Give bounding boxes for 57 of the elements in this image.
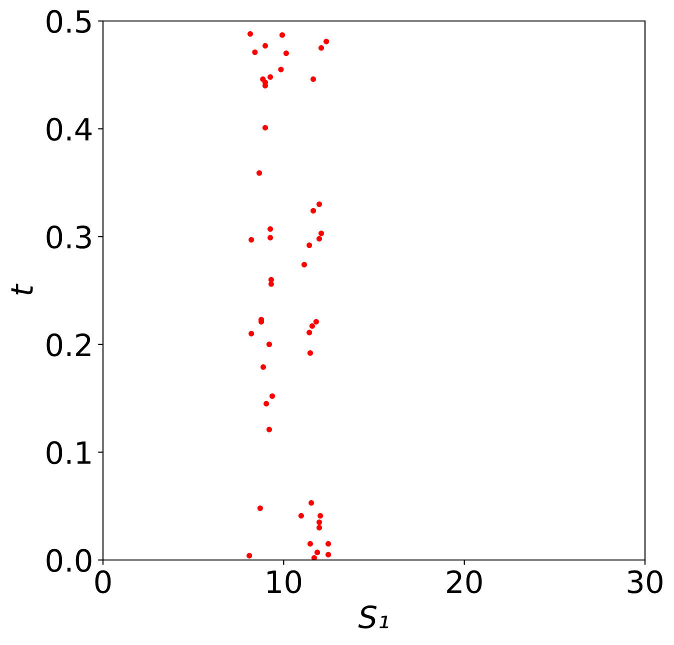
point [266, 342, 272, 348]
point [264, 400, 270, 406]
point [252, 49, 258, 56]
point [316, 519, 322, 526]
point [316, 236, 322, 242]
point [307, 541, 314, 547]
x-tick-label: 10 [268, 570, 302, 594]
point [326, 552, 332, 558]
point [311, 555, 317, 560]
point [306, 242, 312, 248]
point [309, 323, 315, 329]
point [268, 234, 274, 240]
x-axis-title: S₁ [358, 605, 388, 628]
point [314, 550, 320, 556]
point [246, 552, 252, 558]
point [266, 426, 272, 432]
point [310, 208, 316, 214]
point [248, 237, 254, 243]
point [316, 524, 322, 530]
point [256, 170, 262, 176]
point [278, 66, 284, 72]
point [318, 230, 324, 236]
point [262, 124, 268, 130]
point [270, 393, 276, 399]
x-tick-label: 30 [628, 570, 662, 594]
point [310, 76, 316, 82]
point [307, 350, 314, 356]
y-tick-label: 0.3 [46, 226, 91, 249]
point [324, 38, 330, 44]
point [257, 505, 263, 512]
x-tick-label: 20 [447, 570, 482, 594]
y-tick-label: 0.5 [46, 10, 91, 34]
point [260, 364, 266, 370]
y-tick-label: 0.4 [46, 118, 92, 141]
point [268, 281, 274, 287]
point [248, 330, 254, 336]
point [279, 32, 285, 38]
point [262, 43, 268, 49]
x-tick-label: 0 [95, 570, 111, 594]
point [283, 50, 289, 56]
point [308, 500, 314, 506]
point [306, 330, 312, 336]
y-tick-label: 0.2 [46, 333, 90, 356]
point [298, 513, 304, 519]
point [268, 276, 274, 282]
point [326, 541, 332, 547]
y-tick-label: 0.1 [46, 441, 90, 464]
point [247, 31, 254, 37]
y-tick-label: 0.0 [46, 548, 92, 572]
point [301, 262, 308, 268]
point [268, 226, 274, 232]
point [316, 201, 322, 208]
y-axis-title: t [11, 284, 33, 295]
point [268, 74, 274, 80]
point [318, 513, 324, 519]
point [318, 45, 324, 51]
point [313, 318, 319, 325]
